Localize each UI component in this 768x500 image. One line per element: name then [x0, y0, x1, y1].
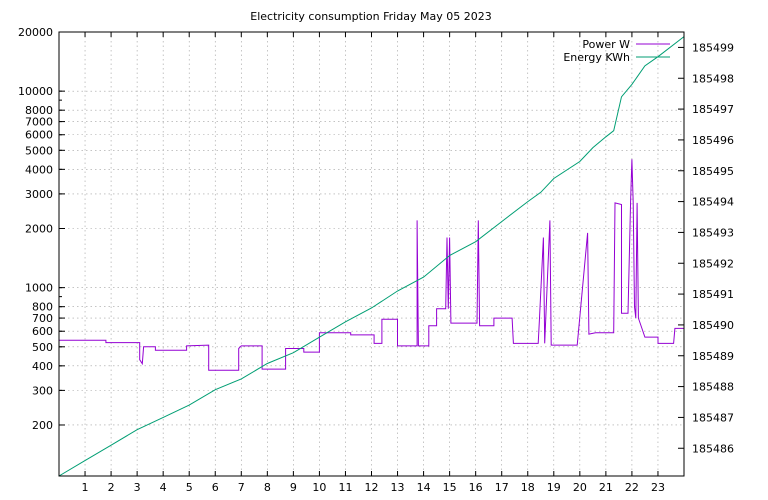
- y-right-tick-label: 185486: [692, 442, 734, 455]
- x-tick-label: 12: [365, 481, 379, 494]
- x-tick-label: 10: [312, 481, 326, 494]
- x-tick-label: 15: [443, 481, 457, 494]
- legend-label: Power W: [582, 38, 630, 51]
- y-left-tick-label: 200: [32, 419, 53, 432]
- x-tick-label: 22: [625, 481, 639, 494]
- y-right-tick-label: 185499: [692, 41, 734, 54]
- x-tick-label: 20: [573, 481, 587, 494]
- y-left-tick-label: 700: [32, 312, 53, 325]
- x-tick-label: 16: [469, 481, 483, 494]
- y-right-tick-label: 185498: [692, 72, 734, 85]
- x-tick-label: 13: [391, 481, 405, 494]
- y-left-tick-label: 600: [32, 325, 53, 338]
- y-right-tick-label: 185490: [692, 319, 734, 332]
- y-left-tick-label: 10000: [18, 85, 53, 98]
- x-tick-label: 11: [338, 481, 352, 494]
- x-tick-label: 3: [134, 481, 141, 494]
- y-left-tick-label: 7000: [25, 116, 53, 129]
- y-left-tick-label: 300: [32, 384, 53, 397]
- grid: [59, 32, 684, 476]
- series-layer: [58, 36, 685, 477]
- y-left-tick-label: 1000: [25, 282, 53, 295]
- axis-ticks: 1 2 3 4 5 6 7 8 9 10 11 12 13 14 15 16 17 18 19 20 21 22 23200…: [18, 26, 734, 494]
- y-right-tick-label: 185495: [692, 165, 734, 178]
- x-tick-label: 17: [495, 481, 509, 494]
- x-tick-label: 6: [212, 481, 219, 494]
- y-right-tick-label: 185494: [692, 196, 734, 209]
- y-right-tick-label: 185487: [692, 411, 734, 424]
- y-left-tick-label: 5000: [25, 144, 53, 157]
- x-tick-label: 21: [599, 481, 613, 494]
- y-right-tick-label: 185497: [692, 103, 734, 116]
- y-left-tick-label: 500: [32, 341, 53, 354]
- y-left-tick-label: 8000: [25, 104, 53, 117]
- x-tick-label: 14: [417, 481, 431, 494]
- y-left-tick-label: 3000: [25, 188, 53, 201]
- y-right-tick-label: 185493: [692, 226, 734, 239]
- chart-title: Electricity consumption Friday May 05 20…: [250, 10, 491, 23]
- x-tick-label: 7: [238, 481, 245, 494]
- x-tick-label: 19: [547, 481, 561, 494]
- y-right-tick-label: 185496: [692, 134, 734, 147]
- y-right-tick-label: 185491: [692, 288, 734, 301]
- legend-label: Energy KWh: [563, 51, 630, 64]
- y-right-tick-label: 185488: [692, 381, 734, 394]
- x-tick-label: 2: [108, 481, 115, 494]
- series-line-energy-kwh: [58, 36, 685, 477]
- x-tick-label: 18: [521, 481, 535, 494]
- x-tick-label: 8: [264, 481, 271, 494]
- x-tick-label: 9: [290, 481, 297, 494]
- y-right-tick-label: 185489: [692, 350, 734, 363]
- y-left-tick-label: 6000: [25, 129, 53, 142]
- series-line-power-w: [59, 159, 684, 371]
- y-left-tick-label: 400: [32, 360, 53, 373]
- x-tick-label: 5: [186, 481, 193, 494]
- x-tick-label: 1: [82, 481, 89, 494]
- y-left-tick-label: 2000: [25, 222, 53, 235]
- y-left-tick-label: 4000: [25, 163, 53, 176]
- y-left-tick-label: 20000: [18, 26, 53, 39]
- x-tick-label: 23: [651, 481, 665, 494]
- y-left-tick-label: 800: [32, 301, 53, 314]
- x-tick-label: 4: [160, 481, 167, 494]
- y-right-tick-label: 185492: [692, 257, 734, 270]
